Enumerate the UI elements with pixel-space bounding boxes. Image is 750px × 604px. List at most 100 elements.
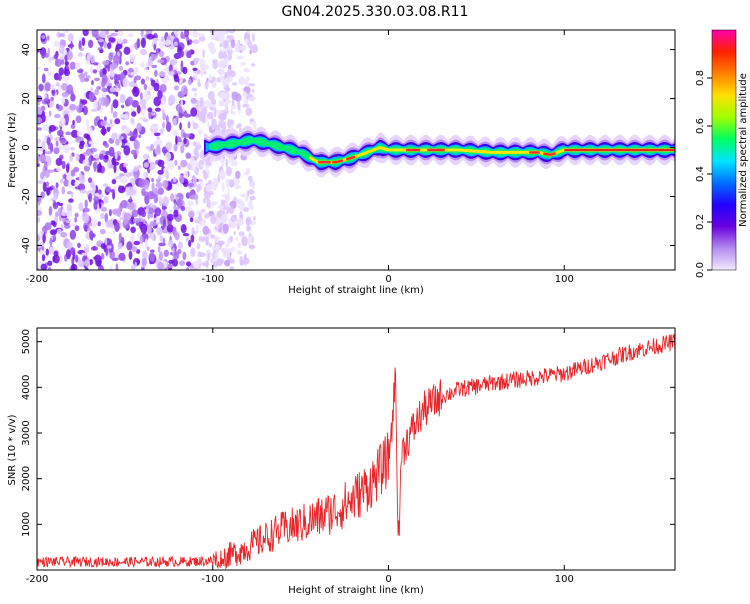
noise-blob xyxy=(182,67,187,74)
noise-blob xyxy=(141,211,146,218)
noise-blob xyxy=(178,166,181,170)
noise-blob xyxy=(107,42,111,49)
noise-blob xyxy=(136,149,139,154)
noise-blob xyxy=(134,241,140,246)
noise-blob xyxy=(230,236,233,243)
noise-blob xyxy=(151,80,156,87)
noise-blob xyxy=(99,199,102,209)
noise-blob xyxy=(54,114,61,118)
snr-x-tick-label: -200 xyxy=(26,574,49,585)
noise-blob xyxy=(144,67,148,71)
noise-blob xyxy=(66,163,69,173)
noise-blob xyxy=(207,192,210,195)
noise-blob xyxy=(113,55,120,64)
noise-blob xyxy=(56,167,61,172)
noise-blob xyxy=(204,213,210,219)
noise-blob xyxy=(184,171,189,179)
noise-blob xyxy=(63,179,69,186)
noise-blob xyxy=(174,232,179,240)
noise-blob xyxy=(162,122,165,129)
noise-blob xyxy=(164,250,169,257)
spectrogram-x-tick-label: 0 xyxy=(385,274,391,285)
noise-blob xyxy=(112,179,117,184)
noise-blob xyxy=(131,111,136,117)
noise-blob xyxy=(124,47,131,55)
noise-blob xyxy=(162,196,169,206)
noise-blob xyxy=(178,142,183,146)
noise-blob xyxy=(174,42,178,46)
noise-blob xyxy=(101,243,106,249)
noise-blob xyxy=(42,234,46,244)
noise-blob xyxy=(111,65,118,69)
noise-blob xyxy=(237,250,243,255)
noise-blob xyxy=(165,170,168,179)
noise-blob xyxy=(35,139,41,144)
noise-blob xyxy=(132,246,138,252)
noise-blob xyxy=(118,253,125,261)
noise-blob xyxy=(104,98,110,108)
noise-blob xyxy=(192,231,197,235)
noise-blob xyxy=(235,43,242,52)
noise-blob xyxy=(93,69,97,73)
noise-blob xyxy=(50,85,55,91)
noise-blob xyxy=(239,256,243,266)
noise-blob xyxy=(168,260,174,264)
noise-blob xyxy=(55,59,62,67)
noise-blob xyxy=(157,59,164,63)
noise-blob xyxy=(36,143,41,151)
noise-blob xyxy=(68,33,74,42)
noise-blob xyxy=(162,180,168,188)
noise-blob xyxy=(40,249,43,255)
noise-blob xyxy=(200,97,204,107)
noise-blob xyxy=(156,179,161,183)
noise-blob xyxy=(78,202,83,211)
noise-blob xyxy=(90,67,93,74)
noise-blob xyxy=(156,136,159,140)
noise-blob xyxy=(140,99,147,106)
noise-blob xyxy=(222,248,229,257)
noise-blob xyxy=(75,62,81,70)
noise-blob xyxy=(91,246,98,251)
noise-blob xyxy=(85,199,88,208)
noise-blob xyxy=(60,178,64,183)
noise-blob xyxy=(251,44,258,53)
noise-blob xyxy=(241,236,248,246)
noise-blob xyxy=(58,75,62,81)
noise-blob xyxy=(71,170,76,177)
noise-blob xyxy=(115,139,120,146)
noise-blob xyxy=(210,234,215,238)
noise-blob xyxy=(110,189,115,193)
noise-blob xyxy=(173,177,177,183)
noise-blob xyxy=(122,39,127,44)
noise-blob xyxy=(137,38,141,48)
noise-blob xyxy=(87,126,92,134)
noise-blob xyxy=(94,88,99,95)
noise-blob xyxy=(213,261,218,267)
noise-blob xyxy=(122,187,124,190)
noise-blob xyxy=(118,155,120,161)
noise-blob xyxy=(141,62,145,68)
noise-blob xyxy=(234,215,236,219)
noise-blob xyxy=(110,87,117,92)
noise-blob xyxy=(67,50,73,60)
noise-blob xyxy=(56,82,60,86)
noise-blob xyxy=(79,143,84,149)
snr-x-tick-label: -100 xyxy=(201,574,224,585)
noise-blob xyxy=(45,222,52,230)
noise-blob xyxy=(59,45,65,54)
noise-blob xyxy=(207,121,210,128)
noise-blob xyxy=(120,94,126,103)
noise-blob xyxy=(243,91,248,98)
noise-blob xyxy=(182,252,186,260)
noise-blob xyxy=(99,50,103,54)
noise-blob xyxy=(165,39,172,45)
noise-blob xyxy=(186,51,191,59)
noise-blob xyxy=(40,172,44,180)
noise-blob xyxy=(65,61,69,66)
noise-blob xyxy=(127,71,129,75)
noise-blob xyxy=(210,47,217,55)
noise-blob xyxy=(214,253,219,259)
noise-blob xyxy=(155,207,161,216)
